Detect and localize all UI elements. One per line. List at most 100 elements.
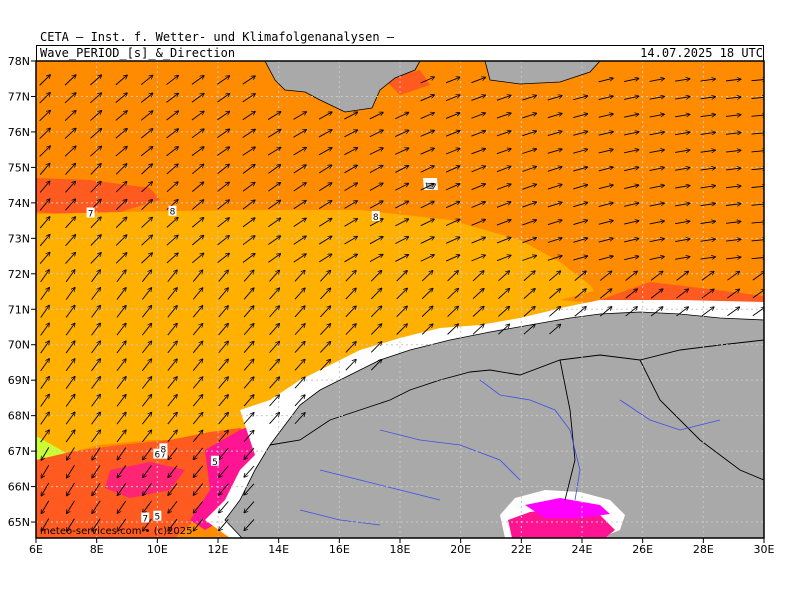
direction-arrow <box>726 204 741 206</box>
direction-arrow <box>573 131 587 136</box>
direction-arrow <box>116 341 126 354</box>
rivers <box>299 379 721 526</box>
direction-arrow <box>598 238 614 243</box>
direction-arrow <box>91 394 101 407</box>
direction-arrow <box>166 93 179 103</box>
direction-arrow <box>64 93 76 104</box>
direction-arrow <box>445 113 460 119</box>
direction-arrow <box>191 76 204 85</box>
direction-arrow <box>395 219 408 227</box>
direction-arrow <box>598 167 614 172</box>
lat-label: 74N <box>8 197 30 210</box>
direction-arrow <box>700 239 716 241</box>
direction-arrow <box>369 219 383 227</box>
direction-arrow <box>598 256 614 261</box>
lat-label: 68N <box>8 410 30 423</box>
lon-label: 22E <box>511 543 532 556</box>
direction-arrow <box>193 518 204 531</box>
direction-arrow <box>547 149 562 154</box>
direction-arrow <box>92 465 101 478</box>
direction-arrow <box>445 77 460 84</box>
direction-arrow <box>522 149 536 154</box>
direction-arrow <box>116 288 126 300</box>
direction-arrow <box>142 430 151 443</box>
direction-arrow <box>90 181 101 193</box>
direction-arrow <box>294 306 305 318</box>
direction-arrow <box>624 238 639 243</box>
direction-arrow <box>625 307 638 317</box>
direction-arrow <box>420 77 435 84</box>
lat-label: 71N <box>8 303 30 316</box>
direction-arrow <box>192 430 203 443</box>
direction-arrow <box>218 359 229 371</box>
direction-arrow <box>143 500 152 513</box>
border-norway-sweden <box>269 339 764 446</box>
direction-arrow <box>549 307 560 317</box>
direction-arrow <box>192 359 203 371</box>
direction-arrow <box>192 323 203 336</box>
direction-arrow <box>39 217 50 229</box>
direction-arrow <box>166 129 179 139</box>
direction-arrow <box>40 305 50 318</box>
direction-arrow <box>65 359 75 372</box>
direction-arrow <box>218 306 229 318</box>
direction-arrow <box>725 115 741 117</box>
direction-arrow <box>244 519 255 530</box>
direction-arrow <box>167 306 177 318</box>
lat-label: 66N <box>8 481 30 494</box>
direction-arrow <box>166 147 179 157</box>
direction-arrow <box>142 323 151 336</box>
direction-arrow <box>168 447 178 460</box>
direction-arrow <box>345 270 356 282</box>
direction-arrow <box>269 270 280 282</box>
direction-arrow <box>496 131 511 137</box>
direction-arrow <box>242 218 255 228</box>
direction-arrow <box>496 255 511 262</box>
direction-arrow <box>725 150 741 152</box>
contour-label-bg <box>153 448 162 459</box>
direction-arrow <box>218 412 229 425</box>
direction-arrow <box>191 235 203 246</box>
direction-arrow <box>445 131 460 137</box>
direction-arrow <box>396 288 408 300</box>
direction-arrow <box>192 306 203 318</box>
direction-arrow <box>115 146 127 157</box>
direction-arrow <box>293 200 306 210</box>
direction-arrow <box>244 501 255 513</box>
direction-arrow <box>142 305 151 318</box>
direction-arrow <box>624 114 639 118</box>
direction-arrow <box>218 323 229 336</box>
direction-arrow <box>445 148 460 155</box>
direction-arrow <box>549 271 560 282</box>
direction-arrow <box>40 430 50 443</box>
direction-arrow <box>649 239 665 243</box>
direction-arrow <box>90 217 101 229</box>
direction-arrow <box>649 203 665 207</box>
lon-label: 30E <box>754 543 775 556</box>
direction-arrow <box>752 271 764 281</box>
direction-arrow <box>471 95 485 101</box>
direction-arrow <box>243 430 254 442</box>
direction-arrow <box>320 270 330 282</box>
direction-arrow <box>549 289 560 299</box>
direction-arrow <box>700 115 716 117</box>
direction-arrow <box>65 377 75 389</box>
direction-arrow <box>217 129 229 139</box>
direction-arrow <box>650 289 663 299</box>
contour-label: 6 <box>154 451 160 461</box>
direction-arrow <box>726 257 741 259</box>
direction-arrow <box>65 341 75 354</box>
direction-arrow <box>219 501 229 512</box>
direction-arrow <box>522 202 536 208</box>
direction-arrow <box>395 183 408 191</box>
lat-label: 67N <box>8 445 30 458</box>
direction-arrow <box>191 200 203 210</box>
direction-arrow <box>294 359 305 371</box>
direction-arrow <box>242 200 255 210</box>
direction-arrow <box>193 465 204 478</box>
direction-arrow <box>395 130 409 137</box>
direction-arrow <box>445 219 460 226</box>
direction-arrow <box>218 377 229 389</box>
lon-label: 10E <box>147 543 168 556</box>
direction-arrow <box>90 128 101 139</box>
